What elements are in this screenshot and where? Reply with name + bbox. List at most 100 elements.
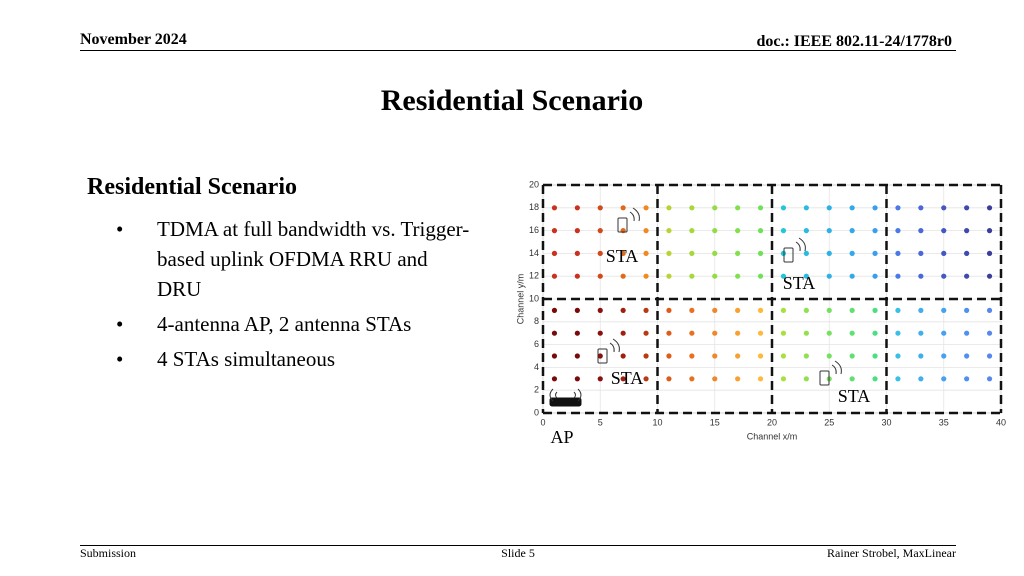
data-point [986,307,993,313]
data-point [620,353,626,359]
data-point [620,273,626,279]
data-point [826,205,832,211]
data-point [666,205,672,211]
data-point [551,228,558,234]
phone-icon [783,247,794,263]
data-point [643,330,649,336]
x-tick-label: 40 [996,417,1006,427]
signal-icon [629,207,640,222]
y-tick-label: 6 [534,339,539,349]
data-point [964,330,970,336]
data-point [689,250,695,256]
data-point [620,330,626,336]
data-point [757,273,764,279]
data-point [780,307,787,313]
data-point [941,273,947,279]
data-point [964,228,970,234]
data-point [872,353,878,359]
data-point [689,330,695,336]
data-point [849,205,855,211]
data-point [551,250,558,256]
data-point [712,307,718,313]
data-point [597,228,603,234]
data-point [918,353,924,359]
data-point [780,228,787,234]
data-point [826,250,832,256]
data-point [735,273,741,279]
annotation: AP [550,427,573,447]
x-tick-label: 5 [598,417,603,427]
data-point [712,228,718,234]
data-point [757,376,764,382]
x-tick-label: 25 [824,417,834,427]
phone-icon [617,217,628,233]
data-point [643,228,649,234]
data-point [849,376,855,382]
footer-right: Rainer Strobel, MaxLinear [827,546,956,560]
annotation: STA [611,368,644,388]
data-point [620,307,626,313]
data-point [964,376,970,382]
y-tick-label: 18 [529,202,539,212]
data-point [574,307,580,313]
data-point [643,273,649,279]
data-point [551,273,558,279]
data-point [757,205,764,211]
y-tick-label: 4 [534,362,539,372]
router-signal [549,388,582,402]
data-point [849,273,855,279]
data-point [597,376,603,382]
data-point [551,205,558,211]
data-point [597,353,603,359]
data-point [689,205,695,211]
data-point [780,353,787,359]
data-point [712,205,718,211]
data-point [803,228,809,234]
data-point [826,228,832,234]
data-point [826,330,832,336]
data-point [780,273,787,279]
data-point [849,353,855,359]
x-tick-label: 15 [710,417,720,427]
data-point [643,205,649,211]
data-point [941,353,947,359]
data-point [597,273,603,279]
data-point [551,353,558,359]
data-point [986,205,993,211]
y-tick-label: 14 [529,248,539,258]
x-axis-label: Channel x/m [747,431,798,441]
data-point [757,250,764,256]
data-point [826,273,832,279]
data-point [918,273,924,279]
data-point [941,250,947,256]
data-point [872,376,878,382]
data-point [574,353,580,359]
data-point [620,205,626,211]
bullet: TDMA at full bandwidth vs. Trigger-based… [110,214,477,304]
data-point [872,330,878,336]
data-point [803,273,809,279]
data-point [986,376,993,382]
data-point [849,330,855,336]
data-point [643,250,649,256]
data-point [941,205,947,211]
data-point [689,376,695,382]
bullet-list: TDMA at full bandwidth vs. Trigger-based… [110,214,490,379]
data-point [712,250,718,256]
data-point [689,228,695,234]
data-point [964,273,970,279]
data-point [689,307,695,313]
data-point [597,330,603,336]
data-point [757,353,764,359]
data-point [803,205,809,211]
data-point [895,330,901,336]
data-point [964,205,970,211]
data-point [712,353,718,359]
data-point [918,205,924,211]
footer-rule [80,545,956,546]
y-tick-label: 8 [534,316,539,326]
y-tick-label: 0 [534,407,539,417]
data-point [849,228,855,234]
